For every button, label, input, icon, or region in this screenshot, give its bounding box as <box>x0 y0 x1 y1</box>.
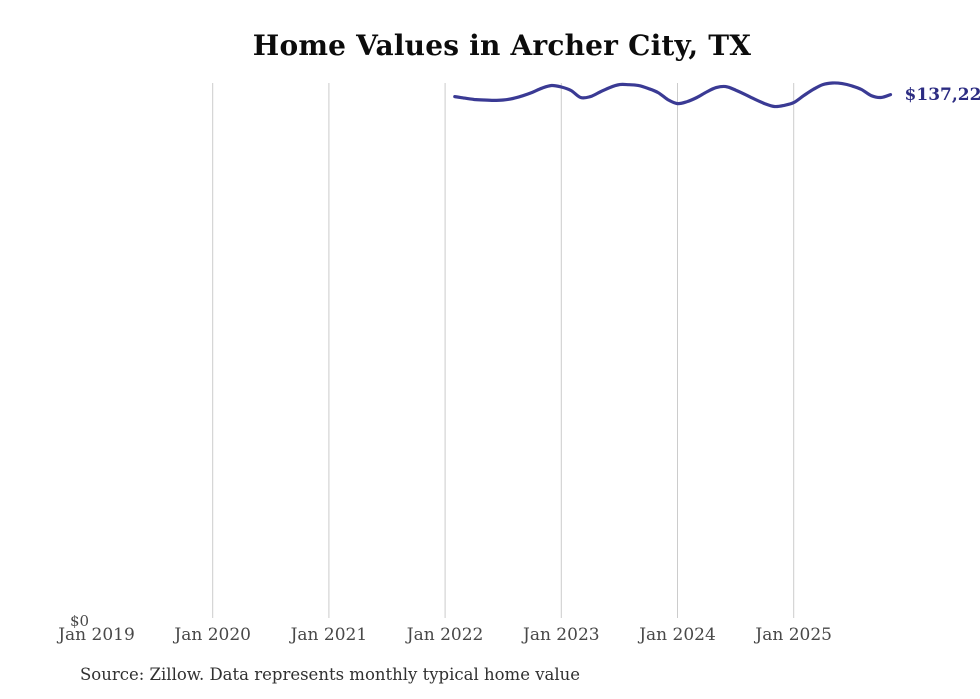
latest-value-label: $137,229 <box>904 84 980 105</box>
y-axis-zero-label: $0 <box>70 612 90 630</box>
x-tick-label: Jan 2023 <box>523 625 600 645</box>
home-value-line <box>453 81 893 109</box>
x-tick-label: Jan 2022 <box>406 625 484 645</box>
x-tick-label: Jan 2020 <box>174 625 251 645</box>
x-tick-label: Jan 2025 <box>755 625 832 645</box>
x-tick-label: Jan 2019 <box>58 625 135 645</box>
x-tick-label: Jan 2024 <box>639 625 716 645</box>
source-note: Source: Zillow. Data represents monthly … <box>80 665 581 684</box>
chart-title: Home Values in Archer City, TX <box>252 29 752 62</box>
x-tick-label: Jan 2021 <box>290 625 368 645</box>
